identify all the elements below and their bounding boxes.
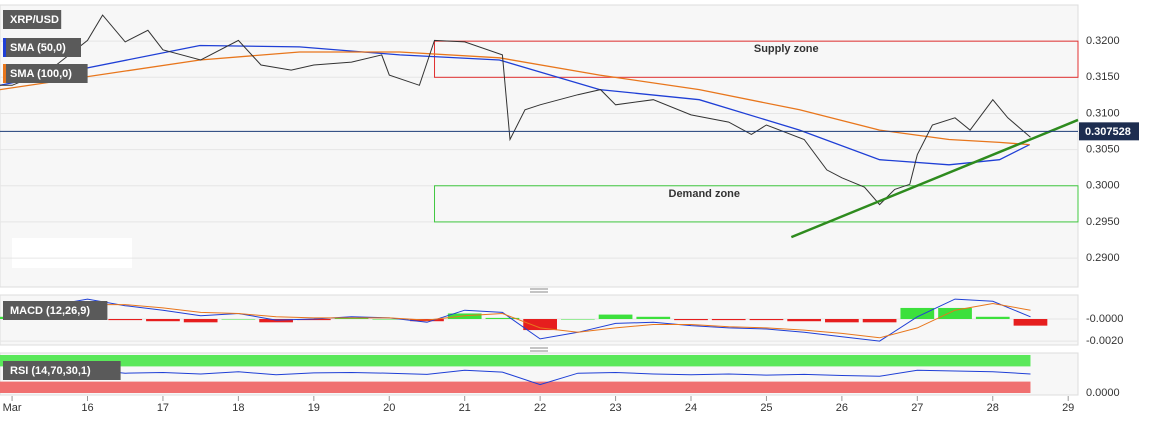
macd-bar	[259, 319, 293, 323]
rsi-line	[12, 368, 1031, 386]
macd-bar	[825, 319, 859, 323]
y-tick-label: -0.0000	[1086, 313, 1123, 325]
drag-handle[interactable]	[530, 288, 548, 293]
macd-bar	[674, 319, 708, 321]
macd-line	[12, 302, 1031, 339]
macd-bar	[221, 319, 256, 320]
macd-line	[11, 298, 1031, 342]
trendline	[790, 118, 1079, 239]
legend-box[interactable]	[3, 361, 121, 380]
x-tick-label: 20	[383, 402, 395, 414]
zone	[434, 185, 1079, 223]
zone-label: Supply zone	[754, 43, 819, 55]
blank-box	[12, 238, 132, 268]
legend-box[interactable]	[3, 10, 62, 29]
macd-bar	[560, 319, 595, 320]
macd-bar	[862, 319, 897, 323]
y-tick-label: 0.2900	[1086, 252, 1120, 264]
legend-box[interactable]	[3, 64, 88, 83]
legend-swatch	[3, 64, 6, 83]
x-tick-label: 22	[534, 402, 546, 414]
last-price-label: 0.307528	[1085, 126, 1131, 138]
legend-label: MACD (12,26,9)	[10, 305, 90, 317]
sma-line	[0, 44, 1030, 166]
x-tick-label: 26	[836, 402, 848, 414]
macd-bar	[146, 319, 180, 322]
macd-bar	[183, 319, 218, 323]
x-tick-label: 28	[987, 402, 999, 414]
x-tick-label: 29	[1062, 402, 1074, 414]
x-tick-label: 16	[81, 402, 93, 414]
macd-bar	[296, 319, 331, 321]
legend-label: SMA (50,0)	[10, 42, 66, 54]
y-tick-label: -0.0020	[1086, 335, 1123, 347]
macd-bar	[372, 319, 407, 320]
macd-bar	[485, 317, 520, 320]
y-tick-label: 0.0000	[1086, 387, 1120, 399]
y-tick-label: 0.3000	[1086, 180, 1120, 192]
y-tick-label: 0.3200	[1086, 35, 1120, 47]
y-tick-label: 0.2950	[1086, 216, 1120, 228]
drag-handle[interactable]	[530, 347, 548, 352]
macd-bar	[598, 314, 633, 320]
price-line	[0, 14, 1031, 206]
rsi-lower-band	[0, 381, 1031, 393]
x-tick-label: 18	[232, 402, 244, 414]
macd-bar	[636, 316, 671, 320]
macd-bar	[711, 319, 746, 321]
rsi-upper-band	[0, 355, 1031, 367]
macd-bar	[975, 316, 1010, 320]
legend-swatch	[3, 38, 6, 57]
legend-box[interactable]	[3, 301, 108, 320]
macd-bar	[900, 307, 935, 320]
legend-label: RSI (14,70,30,1)	[10, 365, 91, 377]
macd-bar	[334, 317, 369, 320]
sma-line	[0, 51, 1030, 146]
main-panel	[0, 4, 1079, 288]
last-price-box	[1079, 122, 1139, 141]
macd-bar	[938, 307, 972, 320]
macd-bar	[1013, 319, 1048, 326]
legend-label: SMA (100,0)	[10, 68, 72, 80]
macd-bar	[447, 313, 482, 320]
y-tick-label: 0.3050	[1086, 144, 1120, 156]
legend-label: XRP/USD	[10, 14, 59, 26]
x-tick-label: 27	[911, 402, 923, 414]
legend-box[interactable]	[3, 38, 81, 57]
y-tick-label: 0.3150	[1086, 71, 1120, 83]
y-tick-label: 0.3100	[1086, 107, 1120, 119]
macd-bar	[787, 319, 822, 322]
x-tick-label: 17	[157, 402, 169, 414]
x-tick-label: 21	[459, 402, 471, 414]
macd-bar	[749, 319, 784, 321]
x-tick-label: 23	[609, 402, 621, 414]
x-tick-label: 25	[760, 402, 772, 414]
x-tick-label: Mar	[3, 402, 22, 414]
x-tick-label: 24	[685, 402, 697, 414]
x-tick-label: 19	[308, 402, 320, 414]
macd-bar	[523, 319, 557, 331]
macd-bar	[108, 319, 143, 321]
zone	[434, 40, 1079, 78]
zone-label: Demand zone	[669, 188, 741, 200]
